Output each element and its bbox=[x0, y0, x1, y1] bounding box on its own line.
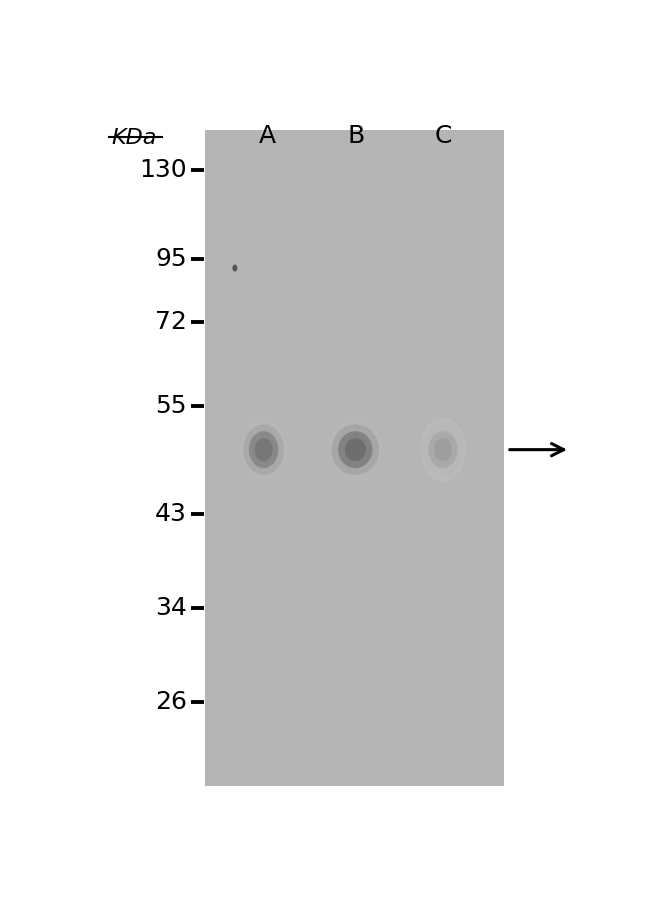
Text: 43: 43 bbox=[155, 502, 187, 526]
Text: KDa: KDa bbox=[111, 129, 157, 149]
Ellipse shape bbox=[338, 431, 372, 468]
Ellipse shape bbox=[243, 424, 284, 475]
Text: 34: 34 bbox=[155, 596, 187, 620]
Text: 130: 130 bbox=[139, 159, 187, 182]
Ellipse shape bbox=[422, 424, 463, 475]
Text: B: B bbox=[347, 124, 365, 148]
Text: 26: 26 bbox=[155, 690, 187, 715]
Ellipse shape bbox=[421, 417, 465, 482]
Text: 72: 72 bbox=[155, 310, 187, 334]
Ellipse shape bbox=[344, 438, 366, 461]
Text: A: A bbox=[259, 124, 276, 148]
Ellipse shape bbox=[434, 438, 452, 461]
Ellipse shape bbox=[332, 424, 379, 475]
Ellipse shape bbox=[241, 417, 286, 482]
Circle shape bbox=[232, 265, 237, 271]
Bar bbox=[205, 130, 504, 786]
Ellipse shape bbox=[255, 438, 272, 461]
Ellipse shape bbox=[428, 431, 458, 468]
Text: 95: 95 bbox=[155, 247, 187, 271]
Ellipse shape bbox=[249, 431, 278, 468]
Text: C: C bbox=[434, 124, 452, 148]
Ellipse shape bbox=[329, 417, 382, 482]
Text: 55: 55 bbox=[155, 394, 187, 417]
